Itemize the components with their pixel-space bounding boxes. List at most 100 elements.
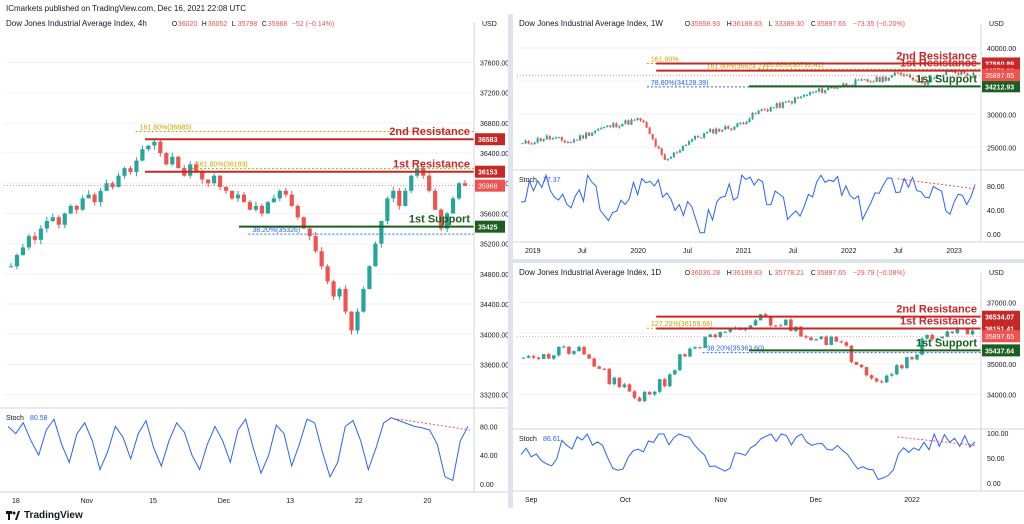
x-tick-label: Oct xyxy=(620,497,631,504)
chart-panel-4h[interactable]: 37600.0037200.0036800.0036400.0036000.00… xyxy=(0,14,509,508)
chart-svg-1w[interactable]: 40000.0035000.0030000.0025000.00161.80%1… xyxy=(513,14,1024,259)
candle-body xyxy=(884,77,887,81)
stoch-tick-label: 40.00 xyxy=(480,453,498,460)
x-tick-label: Jul xyxy=(683,248,692,255)
candle-body xyxy=(566,141,569,143)
stoch-line xyxy=(520,432,976,481)
price-tag-label: 36151.41 xyxy=(985,326,1014,333)
candle-body xyxy=(164,153,169,165)
stoch-tick-label: 100.00 xyxy=(987,431,1009,438)
candle-body xyxy=(355,311,360,331)
candle-body xyxy=(551,138,554,140)
candle-body xyxy=(748,325,753,328)
candle-body xyxy=(763,314,768,317)
resistance-label: 2nd Resistance xyxy=(896,304,977,316)
chart-panel-1w[interactable]: 40000.0035000.0030000.0025000.00161.80%1… xyxy=(513,14,1024,259)
candle-body xyxy=(829,336,833,345)
candle-body xyxy=(663,379,667,387)
candle-body xyxy=(657,146,660,149)
candle-body xyxy=(739,122,742,124)
candle-body xyxy=(945,331,950,337)
candle-body xyxy=(600,128,603,130)
chart-panel-1d[interactable]: 37000.0036000.0035000.0034000.00127.20%(… xyxy=(513,263,1024,508)
x-tick-label: 18 xyxy=(12,498,20,505)
price-tag-label: 36534.07 xyxy=(985,315,1014,322)
candle-body xyxy=(925,334,929,339)
candle-body xyxy=(122,168,127,176)
candle-body xyxy=(657,379,662,392)
candle-body xyxy=(684,144,688,146)
chart-svg-1d[interactable]: 37000.0036000.0035000.0034000.00127.20%(… xyxy=(513,263,1024,508)
candle-body xyxy=(567,346,571,354)
stoch-tick-label: 40.00 xyxy=(987,208,1005,215)
candle-body xyxy=(271,198,276,203)
candle-body xyxy=(645,122,648,128)
candle-body xyxy=(875,77,878,82)
candle-body xyxy=(587,354,591,359)
y-tick-label: 34400.00 xyxy=(480,302,509,309)
candle-body xyxy=(687,141,691,145)
candle-body xyxy=(289,194,294,206)
candle-body xyxy=(612,377,617,385)
candle-body xyxy=(642,392,647,402)
candle-body xyxy=(900,365,904,369)
candle-body xyxy=(456,183,462,199)
candle-body xyxy=(301,217,306,229)
candle-body xyxy=(582,346,586,355)
publisher-header: ICmarkets published on TradingView.com, … xyxy=(6,4,246,13)
candle-body xyxy=(536,357,541,359)
candle-body xyxy=(223,187,229,191)
candle-body xyxy=(784,101,787,103)
plot-area xyxy=(517,38,981,162)
candle-body xyxy=(361,288,366,312)
candle-body xyxy=(727,126,730,129)
candle-body xyxy=(957,73,960,75)
x-tick-label: Jul xyxy=(894,248,903,255)
candle-body xyxy=(651,134,654,140)
ohlc-change: −73.35 (−0.20%) xyxy=(853,21,905,28)
ohlc-key: H xyxy=(727,21,732,28)
candle-body xyxy=(575,139,579,141)
ohlc-key: C xyxy=(262,21,267,28)
candle-body xyxy=(733,126,736,130)
candle-body xyxy=(526,356,531,358)
candle-body xyxy=(824,90,827,93)
panel-divider-horizontal xyxy=(513,259,1024,263)
chart-svg-4h[interactable]: 37600.0037200.0036800.0036400.0036000.00… xyxy=(0,14,509,508)
x-tick-label: 2022 xyxy=(904,497,920,504)
candle-body xyxy=(554,137,557,139)
candle-body xyxy=(642,120,645,123)
candle-body xyxy=(572,351,576,354)
candle-body xyxy=(678,354,682,371)
candle-body xyxy=(50,217,55,221)
candle-body xyxy=(92,194,97,203)
currency-label: USD xyxy=(989,270,1004,277)
candle-body xyxy=(895,365,899,375)
ohlc-key: L xyxy=(769,270,773,277)
candle-body xyxy=(445,213,450,229)
candle-body xyxy=(521,143,524,145)
ohlc-value: 35958.93 xyxy=(691,21,720,28)
candle-body xyxy=(745,122,748,125)
candle-body xyxy=(367,266,372,289)
candle-body xyxy=(585,132,588,139)
ohlc-key: O xyxy=(172,21,178,28)
stoch-tick-label: 0.00 xyxy=(480,482,494,489)
x-tick-label: 2023 xyxy=(946,248,962,255)
candle-body xyxy=(728,329,733,332)
candle-body xyxy=(845,83,848,86)
support-label: 1st Support xyxy=(916,73,977,85)
chart-title: Dow Jones Industrial Average Index, 1W xyxy=(519,19,663,28)
price-tag xyxy=(982,344,1020,357)
candle-body xyxy=(917,77,921,81)
y-tick-label: 37200.00 xyxy=(480,91,509,98)
ohlc-key: O xyxy=(685,270,691,277)
y-tick-label: 37600.00 xyxy=(480,60,509,67)
candle-body xyxy=(945,70,948,75)
candle-body xyxy=(548,135,551,140)
candle-body xyxy=(146,145,151,150)
stoch-line xyxy=(7,417,469,482)
fib-label: 161.80%(36792.41) xyxy=(762,62,824,69)
candle-body xyxy=(724,126,727,130)
candle-body xyxy=(666,158,669,160)
